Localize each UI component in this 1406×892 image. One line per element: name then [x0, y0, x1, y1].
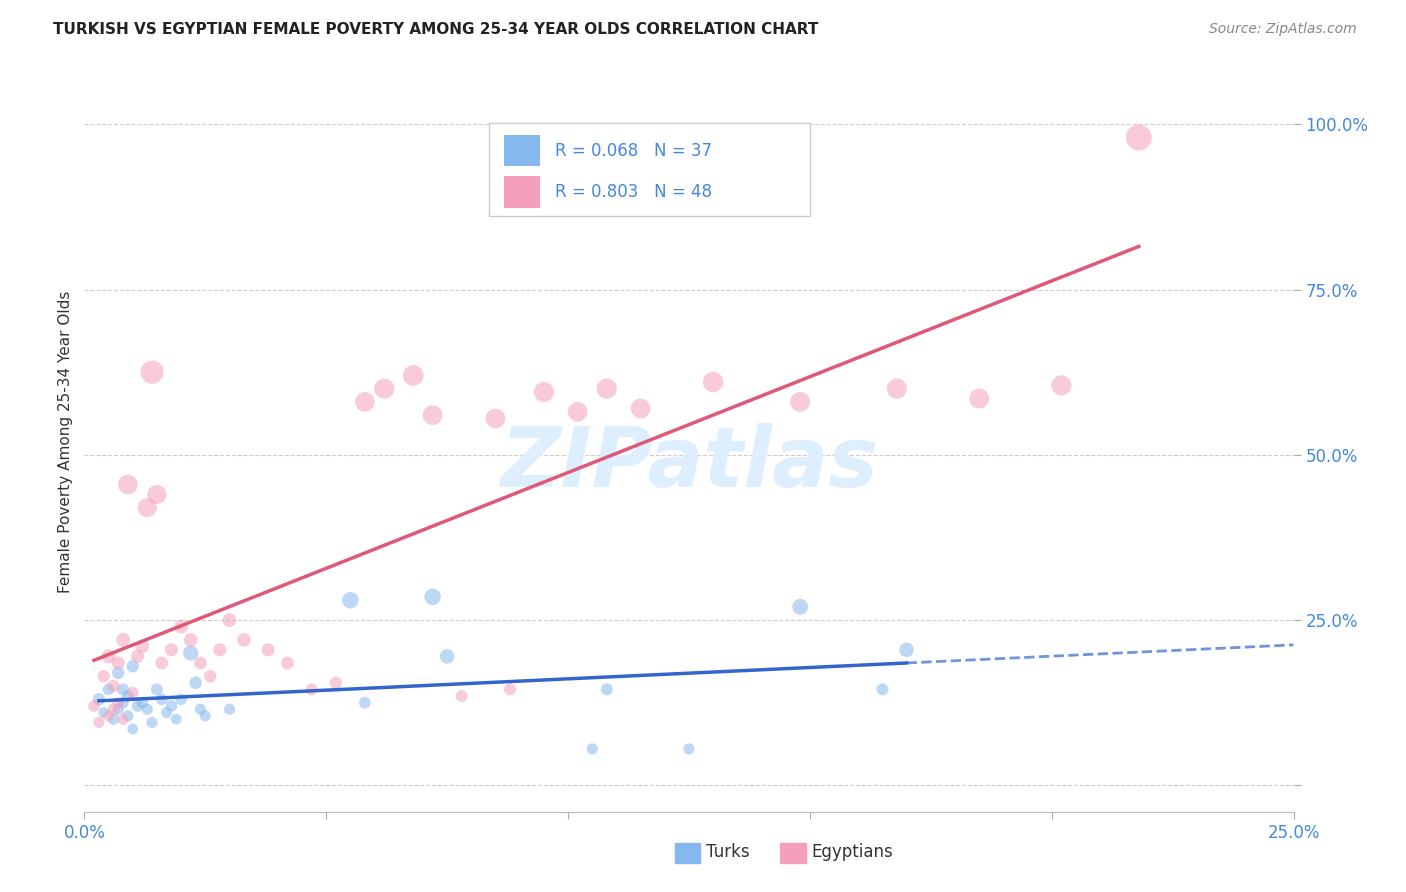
Point	[107, 696, 129, 710]
Point	[233, 632, 256, 647]
Point	[789, 395, 811, 409]
Text: ZIPatlas: ZIPatlas	[501, 423, 877, 504]
Point	[97, 682, 120, 697]
Point	[581, 742, 603, 756]
Bar	[503, 135, 540, 166]
Point	[354, 395, 377, 409]
Point	[886, 382, 908, 396]
Point	[127, 698, 149, 713]
Point	[499, 682, 522, 697]
Text: R = 0.068   N = 37: R = 0.068 N = 37	[555, 142, 711, 160]
Point	[155, 706, 177, 720]
Point	[533, 384, 555, 399]
Point	[150, 692, 173, 706]
Point	[127, 649, 149, 664]
Bar	[503, 177, 540, 208]
Point	[194, 709, 217, 723]
Point	[170, 620, 193, 634]
Point	[103, 712, 125, 726]
Point	[87, 715, 110, 730]
Point	[422, 590, 444, 604]
Point	[567, 405, 589, 419]
Point	[121, 659, 143, 673]
Point	[484, 411, 506, 425]
Point	[596, 382, 619, 396]
Text: Turks: Turks	[706, 843, 749, 861]
Point	[257, 642, 280, 657]
Point	[789, 599, 811, 614]
Point	[218, 702, 240, 716]
Point	[170, 692, 193, 706]
Text: R = 0.803   N = 48: R = 0.803 N = 48	[555, 183, 711, 201]
Point	[93, 706, 115, 720]
Point	[146, 487, 169, 501]
Point	[872, 682, 894, 697]
Point	[117, 689, 139, 703]
Point	[117, 477, 139, 491]
Point	[301, 682, 323, 697]
Point	[136, 702, 159, 716]
Point	[103, 702, 125, 716]
Point	[702, 375, 724, 389]
Y-axis label: Female Poverty Among 25-34 Year Olds: Female Poverty Among 25-34 Year Olds	[58, 291, 73, 592]
Point	[160, 698, 183, 713]
Point	[103, 679, 125, 693]
Point	[190, 656, 212, 670]
Point	[107, 665, 129, 680]
Point	[373, 382, 395, 396]
Point	[354, 696, 377, 710]
Point	[112, 696, 135, 710]
Point	[402, 368, 425, 383]
Point	[93, 669, 115, 683]
Point	[150, 656, 173, 670]
Point	[596, 682, 619, 697]
Point	[141, 715, 163, 730]
Point	[896, 642, 918, 657]
Point	[87, 692, 110, 706]
Point	[112, 682, 135, 697]
Point	[136, 500, 159, 515]
Point	[422, 408, 444, 422]
FancyBboxPatch shape	[489, 123, 810, 216]
Point	[131, 640, 153, 654]
Text: TURKISH VS EGYPTIAN FEMALE POVERTY AMONG 25-34 YEAR OLDS CORRELATION CHART: TURKISH VS EGYPTIAN FEMALE POVERTY AMONG…	[53, 22, 818, 37]
Bar	[675, 843, 700, 863]
Point	[112, 632, 135, 647]
Point	[107, 656, 129, 670]
Point	[339, 593, 361, 607]
Point	[1128, 130, 1150, 145]
Point	[436, 649, 458, 664]
Bar	[780, 843, 806, 863]
Point	[97, 649, 120, 664]
Point	[184, 675, 207, 690]
Point	[276, 656, 298, 670]
Text: Egyptians: Egyptians	[811, 843, 893, 861]
Point	[180, 632, 202, 647]
Point	[83, 698, 105, 713]
Point	[208, 642, 231, 657]
Point	[117, 709, 139, 723]
Point	[325, 675, 347, 690]
Point	[107, 702, 129, 716]
Point	[141, 365, 163, 379]
Point	[146, 682, 169, 697]
Point	[180, 646, 202, 660]
Point	[678, 742, 700, 756]
Point	[97, 709, 120, 723]
Point	[630, 401, 652, 416]
Point	[121, 686, 143, 700]
Point	[450, 689, 472, 703]
Point	[967, 392, 990, 406]
Point	[165, 712, 187, 726]
Point	[218, 613, 240, 627]
Point	[190, 702, 212, 716]
Point	[198, 669, 221, 683]
Point	[121, 722, 143, 736]
Point	[1050, 378, 1073, 392]
Text: Source: ZipAtlas.com: Source: ZipAtlas.com	[1209, 22, 1357, 37]
Point	[131, 696, 153, 710]
Point	[112, 712, 135, 726]
Point	[160, 642, 183, 657]
